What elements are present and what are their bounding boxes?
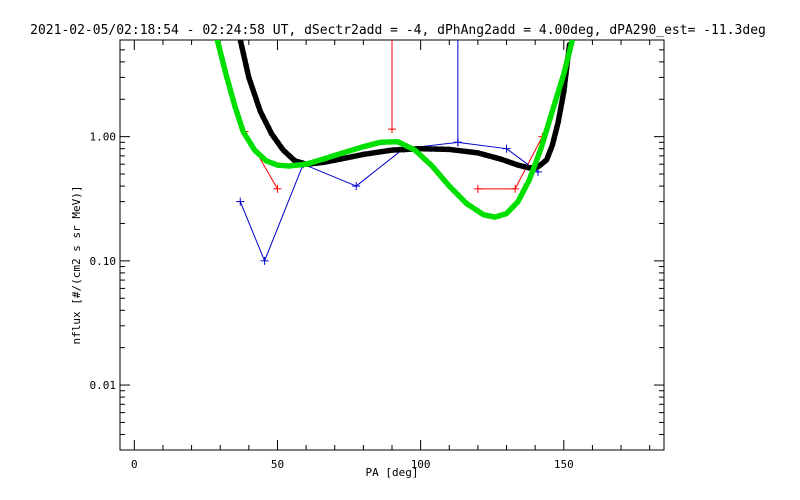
x-axis-ticks: 0 50 100 150 bbox=[131, 40, 651, 471]
x-tick-label: 0 bbox=[131, 458, 138, 471]
series-1-segment bbox=[264, 164, 304, 262]
series-0-segment bbox=[514, 136, 543, 190]
series-1-segment bbox=[303, 163, 357, 187]
series-3 bbox=[214, 40, 576, 220]
series-1-segment bbox=[457, 141, 507, 150]
x-axis-label: PA [deg] bbox=[366, 466, 419, 479]
series-1-segment bbox=[355, 148, 404, 187]
series-2 bbox=[237, 40, 573, 171]
x-tick-label: 150 bbox=[554, 458, 574, 471]
series-0 bbox=[240, 40, 547, 193]
series-1-segment bbox=[239, 201, 266, 262]
y-tick-label: 1.00 bbox=[90, 131, 117, 144]
x-tick-label: 100 bbox=[411, 458, 431, 471]
x-tick-label: 50 bbox=[271, 458, 284, 471]
y-tick-label: 0.01 bbox=[90, 379, 117, 392]
series-3-curve bbox=[214, 40, 576, 220]
y-tick-label: 0.10 bbox=[90, 255, 117, 268]
y-axis-label: nflux [#/(cm2 s sr MeV)] bbox=[70, 186, 83, 345]
chart-title: 2021-02-05/02:18:54 - 02:24:58 UT, dSect… bbox=[30, 23, 766, 38]
series-2-curve bbox=[237, 40, 573, 171]
series-group bbox=[214, 40, 576, 265]
y-axis-ticks: 0.01 0.10 1.00 bbox=[90, 39, 664, 451]
